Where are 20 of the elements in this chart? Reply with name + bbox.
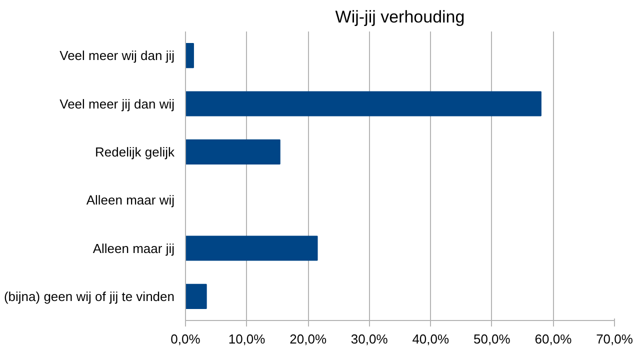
x-tick-label: 20,0% bbox=[290, 332, 327, 346]
x-tick-label: 60,0% bbox=[534, 332, 572, 346]
y-tick-label: Veel meer jij dan wij bbox=[60, 96, 175, 112]
x-tick-label: 30,0% bbox=[350, 332, 388, 346]
y-tick-label: Alleen maar jij bbox=[92, 240, 175, 256]
bar bbox=[186, 91, 542, 116]
chart-title: Wij-jij verhouding bbox=[335, 8, 465, 26]
y-tick-label: Redelijk gelijk bbox=[95, 144, 175, 160]
x-tick-label: 50,0% bbox=[474, 332, 511, 346]
y-tick-label: Alleen maar wij bbox=[86, 192, 175, 208]
x-tick-label: 70,0% bbox=[596, 332, 634, 346]
x-tick-label: 10,0% bbox=[228, 332, 266, 346]
y-tick-label: (bijna) geen wij of jij te vinden bbox=[4, 288, 175, 304]
bar bbox=[186, 236, 318, 261]
bar bbox=[186, 139, 280, 164]
y-tick-label: Veel meer wij dan jij bbox=[60, 48, 175, 64]
x-tick-label: 40,0% bbox=[412, 332, 450, 346]
bar bbox=[186, 284, 207, 309]
bar bbox=[186, 43, 194, 68]
x-tick-label: 0,0% bbox=[170, 332, 201, 346]
